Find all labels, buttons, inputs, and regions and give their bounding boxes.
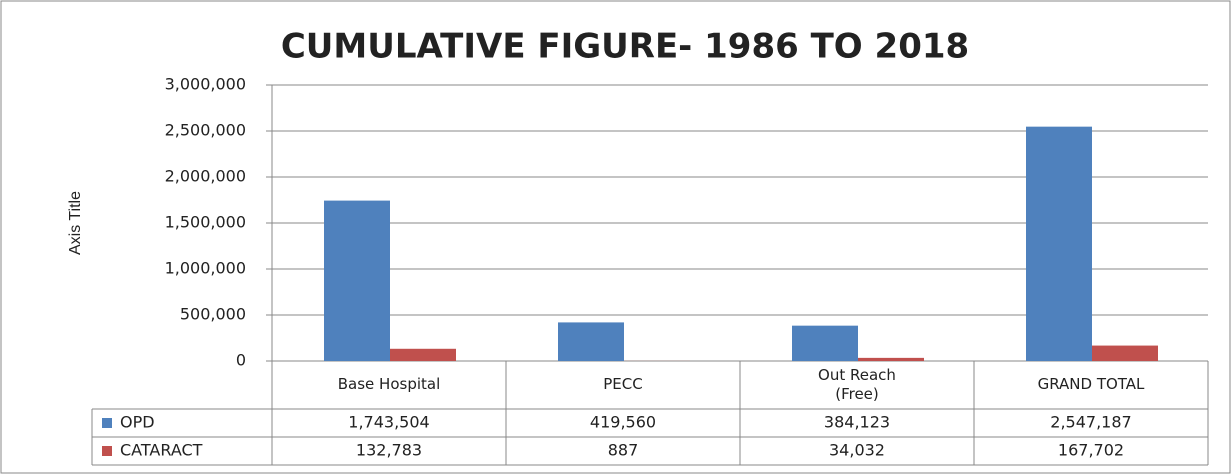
table-value: 34,032 — [829, 441, 885, 460]
y-axis-title: Axis Title — [67, 191, 84, 255]
bar — [558, 322, 624, 361]
bar — [1026, 126, 1092, 361]
category-cell: Out Reach (Free) — [818, 365, 896, 404]
legend-label: CATARACT — [120, 441, 203, 460]
bar — [858, 357, 924, 361]
table-value: 887 — [608, 441, 639, 460]
table-value: 419,560 — [590, 413, 656, 432]
x-tick-label: Base Hospital — [337, 375, 441, 394]
bar — [324, 200, 390, 361]
y-tick-label: 500,000 — [180, 305, 246, 324]
table-value: 2,547,187 — [1050, 413, 1131, 432]
chart-title: CUMULATIVE FIGURE- 1986 TO 2018 — [281, 27, 969, 67]
y-tick-label: 0 — [236, 351, 246, 370]
y-tick-label: 1,500,000 — [165, 213, 246, 232]
table-value: 132,783 — [356, 441, 422, 460]
bar — [390, 348, 456, 361]
category-cell: PECC — [603, 375, 643, 394]
bar — [1092, 345, 1158, 361]
y-tick-label: 2,000,000 — [165, 167, 246, 186]
table-value: 167,702 — [1058, 441, 1124, 460]
x-tick-label: GRAND TOTAL — [1037, 375, 1145, 394]
table-value: 1,743,504 — [348, 413, 429, 432]
category-cell: Base Hospital — [337, 375, 441, 394]
x-tick-label: PECC — [603, 375, 643, 394]
y-tick-label: 1,000,000 — [165, 259, 246, 278]
legend-label: OPD — [120, 413, 155, 432]
bar — [792, 325, 858, 361]
legend-swatch — [102, 418, 112, 428]
table-value: 384,123 — [824, 413, 890, 432]
x-tick-label: Out Reach (Free) — [818, 365, 896, 404]
legend-swatch — [102, 446, 112, 456]
category-cell: GRAND TOTAL — [1037, 375, 1145, 394]
y-tick-label: 2,500,000 — [165, 121, 246, 140]
y-tick-label: 3,000,000 — [165, 75, 246, 94]
